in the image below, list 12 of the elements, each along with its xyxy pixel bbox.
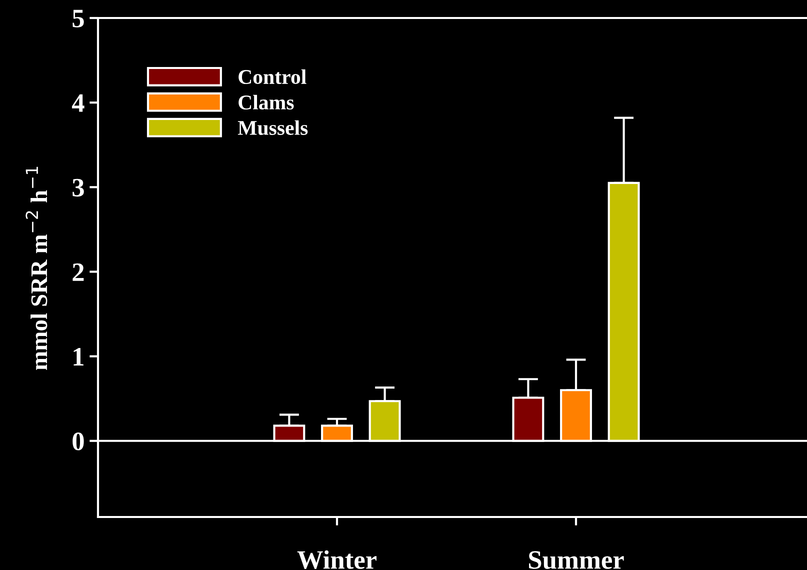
y-tick-label: 1 bbox=[74, 348, 84, 366]
y-axis-title: mmol SRR m$^{−2}$ h$^{−1}$ bbox=[26, 166, 48, 370]
y-tick-label: 3 bbox=[72, 178, 84, 197]
x-tick-label: Summer bbox=[529, 551, 624, 569]
y-tick-label: 0 bbox=[72, 432, 84, 450]
legend-label: Clams bbox=[238, 94, 294, 110]
y-tick-label: 5 bbox=[72, 10, 84, 28]
legend-label: Control bbox=[238, 69, 306, 84]
x-tick-label: Winter bbox=[297, 550, 377, 570]
legend-label: Mussels bbox=[238, 120, 308, 136]
y-tick-label: 4 bbox=[72, 94, 84, 112]
y-tick-label: 2 bbox=[72, 263, 84, 281]
